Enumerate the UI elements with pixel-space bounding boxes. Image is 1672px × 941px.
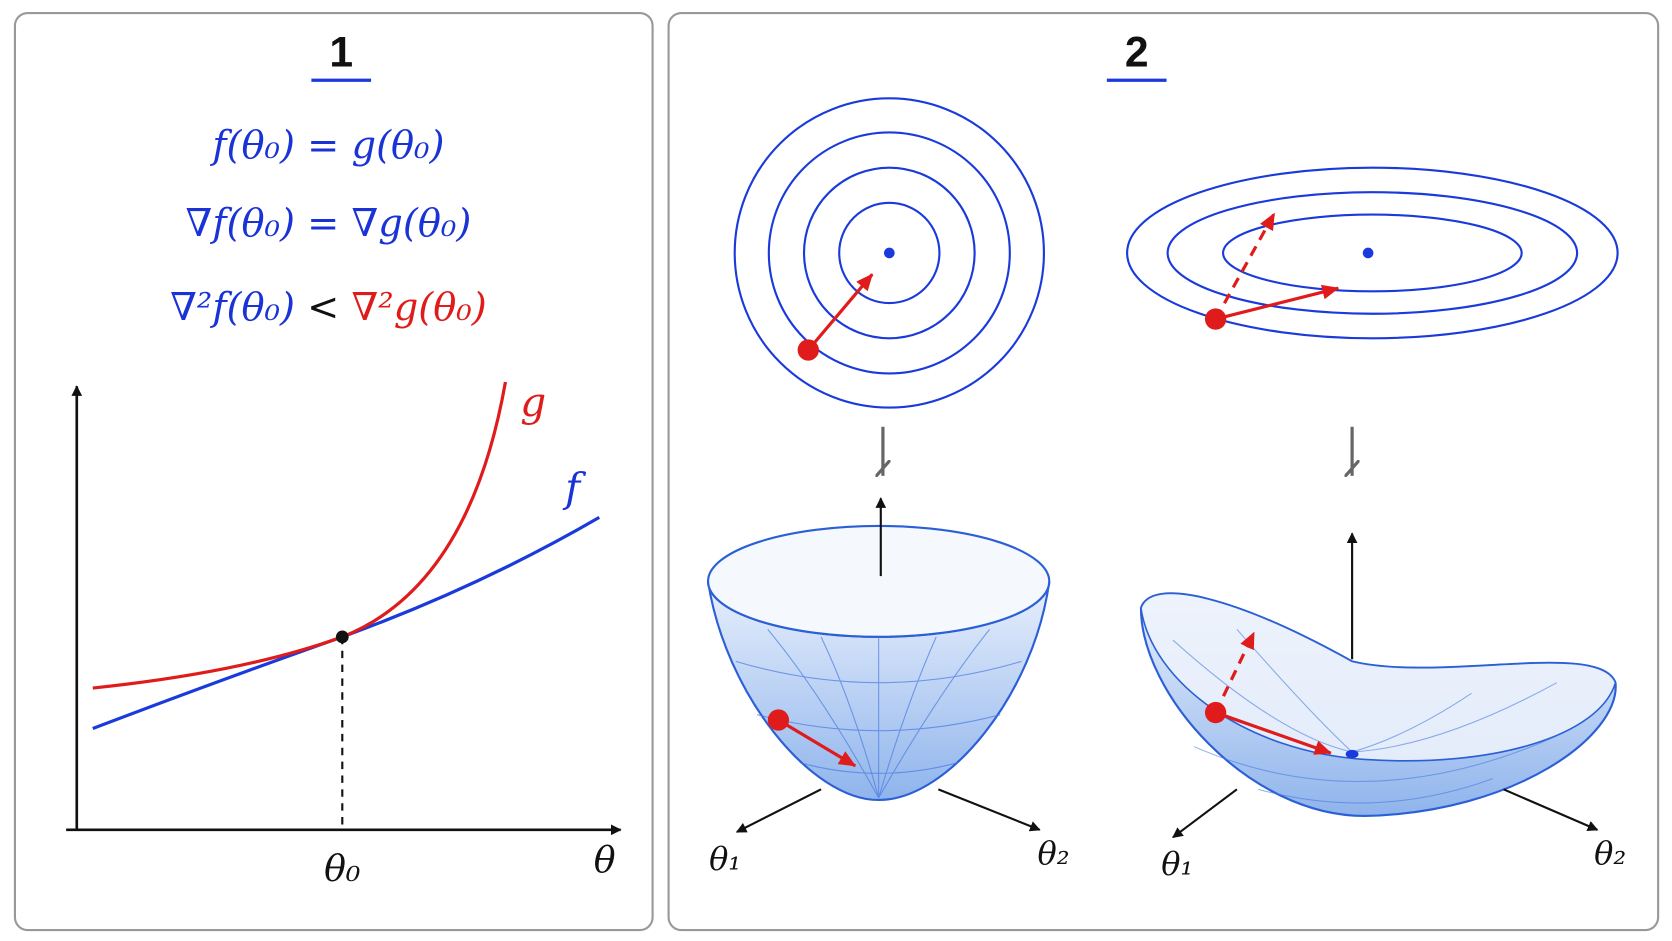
theta2-axis bbox=[937, 788, 1041, 832]
curve-g bbox=[92, 381, 508, 690]
equation: ∇f(θ₀) = ∇g(θ₀) bbox=[186, 201, 472, 246]
gradient-step bbox=[1215, 711, 1332, 755]
circle-contours bbox=[733, 97, 1045, 409]
axis-label: θ₁ bbox=[709, 839, 741, 877]
gradient-step-dashed bbox=[1214, 212, 1276, 320]
gradient-step bbox=[777, 718, 857, 768]
tick-label: θ₀ bbox=[324, 847, 361, 890]
gradient-step-dashed bbox=[1214, 631, 1256, 714]
tangent-point bbox=[335, 630, 349, 644]
start-point bbox=[767, 709, 790, 731]
start-point bbox=[1204, 701, 1227, 724]
gradient-step bbox=[807, 273, 874, 352]
theta1-axis bbox=[1172, 788, 1238, 839]
lhs: ∇²f(θ₀) bbox=[170, 285, 295, 330]
panel-title: 2 bbox=[1125, 28, 1149, 76]
theta2-axis bbox=[1503, 788, 1599, 831]
axis-label: θ₂ bbox=[1594, 834, 1626, 872]
panel bbox=[13, 11, 654, 932]
minimum bbox=[883, 247, 895, 259]
axis-label: θ₁ bbox=[1161, 845, 1193, 883]
label-g: g bbox=[520, 378, 546, 426]
valley-surface bbox=[1139, 592, 1617, 818]
axis-label: θ₂ bbox=[1037, 834, 1069, 872]
bowl-surface bbox=[706, 524, 1051, 802]
gradient-step bbox=[1215, 284, 1340, 321]
equation: f(θ₀) = g(θ₀) bbox=[209, 123, 444, 168]
ellipse-contours bbox=[1126, 166, 1619, 340]
theta1-axis bbox=[735, 788, 822, 833]
panel-title: 1 bbox=[329, 28, 353, 76]
operator: < bbox=[307, 285, 339, 330]
start-point bbox=[1204, 308, 1227, 330]
minimum bbox=[1362, 247, 1374, 259]
inequality: ∇²f(θ₀) < ∇²g(θ₀) bbox=[170, 285, 487, 330]
minimum bbox=[1345, 749, 1359, 759]
axis-label: θ bbox=[594, 839, 616, 882]
start-point bbox=[797, 339, 819, 361]
rhs: ∇²g(θ₀) bbox=[352, 285, 487, 330]
